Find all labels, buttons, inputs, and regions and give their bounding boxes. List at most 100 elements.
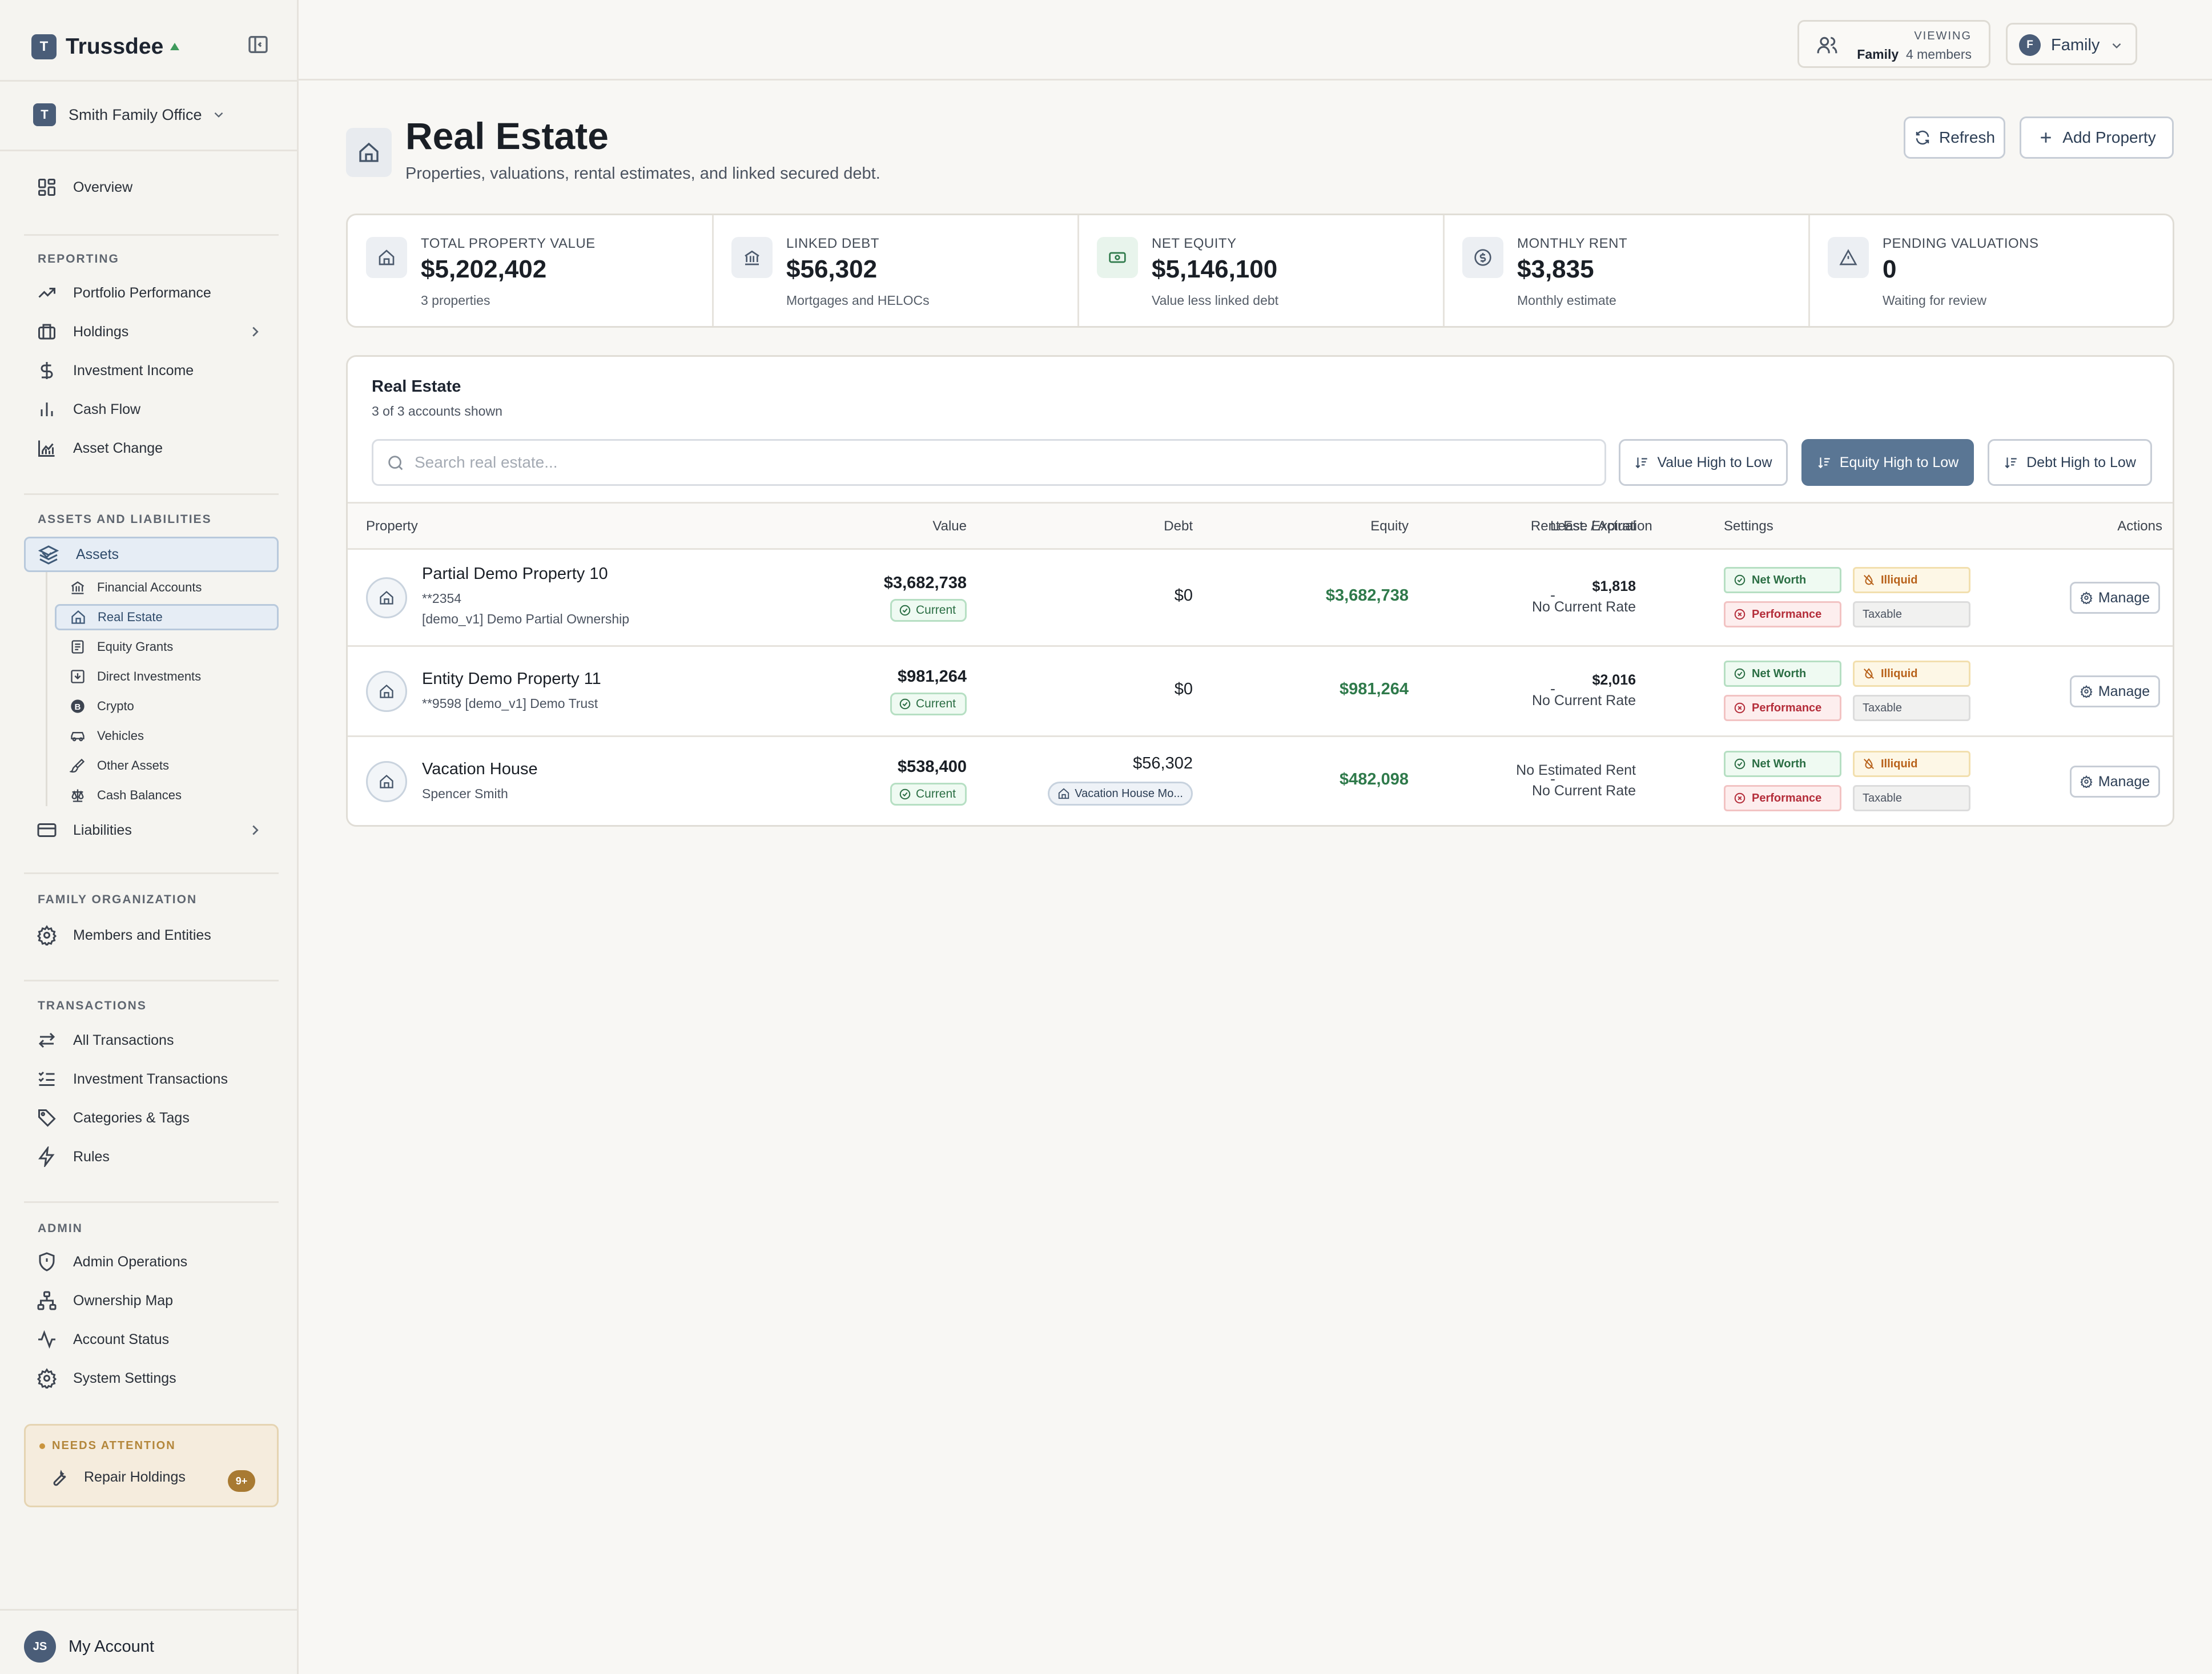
viewing-value: Family 4 members [1857,47,1972,62]
status-dot [39,1443,45,1449]
table-row[interactable]: Partial Demo Property 10 **2354 [demo_v1… [348,550,2173,647]
chevron-right-icon[interactable] [247,323,264,340]
inbox-download-icon [70,669,86,685]
tag-net-worth[interactable]: Net Worth [1724,751,1841,777]
sidebar-item-holdings[interactable]: Holdings [37,317,128,347]
search-input[interactable] [415,448,1591,477]
sidebar-item-assets[interactable]: Assets [24,537,279,572]
sidebar-item-ownership-map[interactable]: Ownership Map [37,1286,173,1315]
linked-debt-label: Vacation House Mo... [1075,787,1183,800]
table-row[interactable]: Vacation House Spencer Smith $538,400 Cu… [348,737,2173,825]
repair-holdings-label: Repair Holdings [84,1468,186,1485]
sidebar-subitem-vehicles[interactable]: Vehicles [70,725,144,747]
manage-button[interactable]: Manage [2070,582,2160,614]
page-subtitle: Properties, valuations, rental estimates… [405,164,880,183]
sidebar-item-portfolio-performance[interactable]: Portfolio Performance [37,278,211,308]
tag-performance[interactable]: Performance [1724,695,1841,721]
my-account[interactable]: JS My Account [24,1631,154,1663]
card-subtitle: 3 of 3 accounts shown [372,404,502,418]
org-switcher[interactable]: T Smith Family Office [33,103,226,127]
sidebar-collapse-icon[interactable] [247,33,270,56]
droplet-off-icon [1863,574,1875,586]
bitcoin-icon: B [70,698,86,714]
column-header-equity[interactable]: Equity [1370,518,1409,534]
column-header-lease[interactable]: Lease Expiration [1550,518,1652,534]
sidebar-subitem-cash-balances[interactable]: Cash Balances [70,784,182,807]
tag-taxable[interactable]: Taxable [1853,695,1970,721]
sidebar-item-asset-change[interactable]: Asset Change [37,433,163,463]
sidebar-item-investment-income[interactable]: Investment Income [37,356,194,385]
manage-button[interactable]: Manage [2070,675,2160,707]
sidebar-item-label: All Transactions [73,1032,174,1048]
home-icon [379,774,395,790]
sidebar-subitem-real-estate[interactable]: Real Estate [55,604,279,630]
viewing-indicator[interactable]: VIEWING Family 4 members [1797,20,1990,68]
stat-label: LINKED DEBT [786,236,879,251]
sidebar-item-label: Assets [76,546,119,562]
sidebar-item-account-status[interactable]: Account Status [37,1325,169,1354]
sort-equity-button[interactable]: Equity High to Low [1801,439,1974,486]
sidebar-subitem-label: Crypto [97,699,134,713]
tag-illiquid[interactable]: Illiquid [1853,567,1970,593]
linked-debt-pill[interactable]: Vacation House Mo... [1048,782,1193,806]
sidebar-item-overview[interactable]: Overview [37,172,132,202]
tag-label: Illiquid [1881,757,1918,770]
tag-performance[interactable]: Performance [1724,785,1841,811]
tag-net-worth[interactable]: Net Worth [1724,567,1841,593]
tag-performance[interactable]: Performance [1724,601,1841,627]
property-name[interactable]: Partial Demo Property 10 [422,565,608,583]
tag-illiquid[interactable]: Illiquid [1853,751,1970,777]
check-circle-icon [899,698,911,710]
view-selector[interactable]: F Family [2006,23,2137,65]
column-header-value[interactable]: Value [932,518,967,534]
sidebar-subitem-equity-grants[interactable]: Equity Grants [70,635,173,658]
column-header-property[interactable]: Property [366,518,418,534]
column-header-rent[interactable]: Rent Est. / Actual [1530,518,1636,534]
droplet-off-icon [1863,758,1875,770]
sidebar-item-liabilities[interactable]: Liabilities [37,815,132,845]
tag-illiquid[interactable]: Illiquid [1853,661,1970,687]
home-icon [379,683,395,699]
stat-pending-valuations: PENDING VALUATIONS 0 Waiting for review [1809,215,2173,326]
manage-button[interactable]: Manage [2070,766,2160,798]
sidebar-item-admin-operations[interactable]: Admin Operations [37,1247,187,1277]
page-title: Real Estate [405,115,609,157]
gear-icon [2080,775,2093,788]
property-name[interactable]: Entity Demo Property 11 [422,670,601,688]
table-row[interactable]: Entity Demo Property 11 **9598 [demo_v1]… [348,647,2173,737]
repair-holdings-link[interactable]: Repair Holdings [49,1467,186,1487]
section-label-reporting: REPORTING [38,252,119,265]
sidebar-subitem-other-assets[interactable]: Other Assets [70,754,169,777]
sidebar-subitem-label: Financial Accounts [97,580,202,594]
sidebar-item-investment-transactions[interactable]: Investment Transactions [37,1064,228,1094]
stat-sub: Mortgages and HELOCs [786,293,930,308]
sidebar-subitem-financial-accounts[interactable]: Financial Accounts [70,576,202,599]
chevron-down-icon [211,107,226,122]
sidebar-item-cash-flow[interactable]: Cash Flow [37,395,140,424]
property-name[interactable]: Vacation House [422,760,538,778]
sidebar-item-system-settings[interactable]: System Settings [37,1363,176,1393]
sidebar-item-categories-tags[interactable]: Categories & Tags [37,1103,190,1133]
add-property-button[interactable]: Add Property [2020,116,2174,159]
tag-taxable[interactable]: Taxable [1853,785,1970,811]
scale-icon [70,787,86,803]
sidebar-item-rules[interactable]: Rules [37,1142,110,1172]
sidebar-item-members-entities[interactable]: Members and Entities [37,920,211,950]
tag-label: Performance [1752,701,1822,714]
sidebar-subitem-crypto[interactable]: B Crypto [70,695,134,718]
lease-expiration: - [1550,680,1555,697]
droplet-off-icon [1863,667,1875,680]
stat-icon-wrap [1462,237,1503,278]
tag-net-worth[interactable]: Net Worth [1724,661,1841,687]
sidebar-item-all-transactions[interactable]: All Transactions [37,1025,174,1055]
sidebar-subitem-direct-investments[interactable]: Direct Investments [70,665,201,688]
brand[interactable]: T Trussdee [31,32,180,62]
sort-value-button[interactable]: Value High to Low [1619,439,1788,486]
sort-debt-button[interactable]: Debt High to Low [1988,439,2152,486]
chevron-right-icon[interactable] [247,822,264,839]
refresh-button[interactable]: Refresh [1904,116,2005,159]
brand-logo: T [31,34,57,59]
search-box[interactable] [372,439,1606,486]
column-header-debt[interactable]: Debt [1164,518,1193,534]
tag-taxable[interactable]: Taxable [1853,601,1970,627]
